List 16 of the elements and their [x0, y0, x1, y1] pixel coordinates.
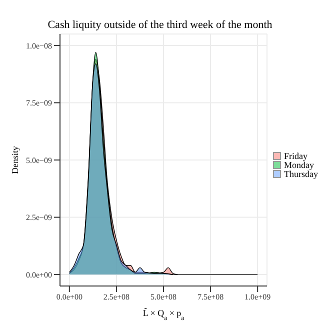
x-tick-label: 0.0e+00: [56, 292, 82, 302]
x-axis-title: L̃ × Q$_{a}$ × p$_{a}$: [142, 307, 184, 322]
x-tick-label: 5.0e+08: [150, 292, 177, 302]
x-tick-label: 2.5e+08: [103, 292, 130, 302]
x-tick-label: 7.5e+08: [198, 292, 224, 302]
y-tick-label: 1.0e−08: [26, 41, 52, 50]
y-axis-title: Density: [10, 146, 20, 174]
chart-title: Cash liquity outside of the third week of the month: [48, 19, 273, 31]
y-tick-label: 7.5e−09: [26, 98, 52, 108]
legend-label: Thursday: [284, 168, 318, 178]
legend-label: Monday: [284, 160, 314, 170]
x-tick-label: 1.0e+09: [244, 292, 271, 302]
y-tick-label: 5.0e−09: [26, 156, 52, 165]
y-tick-label: 0.0e+00: [26, 270, 52, 280]
legend-label: Friday: [284, 150, 308, 160]
y-tick-label: 2.5e−09: [26, 213, 52, 222]
